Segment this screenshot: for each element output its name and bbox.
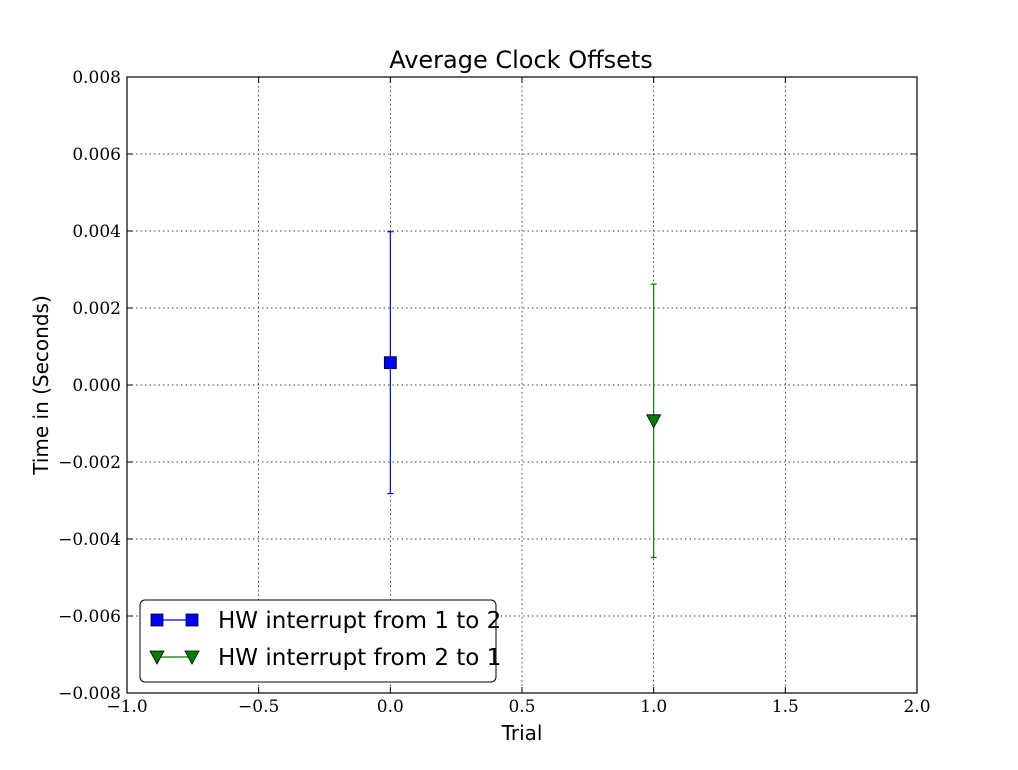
legend-box xyxy=(139,599,497,683)
y-axis-label: Time in (Seconds) xyxy=(29,295,53,476)
y-tick-label: 0.004 xyxy=(72,222,121,242)
legend: HW interrupt from 1 to 2 HW interrupt fro… xyxy=(139,599,501,683)
y-tick-label: 0.000 xyxy=(72,376,121,396)
legend-label-1: HW interrupt from 1 to 2 xyxy=(218,608,501,634)
legend-marker-start-1 xyxy=(150,613,164,627)
data-point-2 xyxy=(645,414,662,429)
x-tick-label: −0.5 xyxy=(238,697,279,717)
y-tick-label: −0.006 xyxy=(58,607,121,627)
x-tick-label: 0.0 xyxy=(377,697,404,717)
x-tick-label: −1.0 xyxy=(106,697,147,717)
y-tick-label: −0.002 xyxy=(58,453,121,473)
x-tick-label: 1.0 xyxy=(640,697,667,717)
y-tick-label: 0.008 xyxy=(72,68,121,88)
data-point-1 xyxy=(383,356,397,370)
x-axis-label: Trial xyxy=(501,721,543,745)
x-tick-label: 0.5 xyxy=(508,697,535,717)
legend-marker-start-2 xyxy=(149,650,165,665)
data-layer xyxy=(383,231,662,559)
legend-marker-end-2 xyxy=(184,650,200,665)
chart-title: Average Clock Offsets xyxy=(389,46,653,74)
legend-marker-end-1 xyxy=(185,613,199,627)
y-tick-label: −0.008 xyxy=(58,684,121,704)
axis-ticks: −1.0 −0.5 0.0 0.5 1.0 1.5 2.0 −0.008 −0.006 −0.00… xyxy=(58,68,930,717)
legend-label-2: HW interrupt from 2 to 1 xyxy=(218,645,501,671)
x-tick-label: 2.0 xyxy=(903,697,930,717)
y-tick-label: 0.006 xyxy=(72,145,121,165)
y-tick-label: −0.004 xyxy=(58,530,121,550)
y-tick-label: 0.002 xyxy=(72,299,121,319)
x-tick-label: 1.5 xyxy=(772,697,799,717)
grid-lines xyxy=(127,77,917,693)
